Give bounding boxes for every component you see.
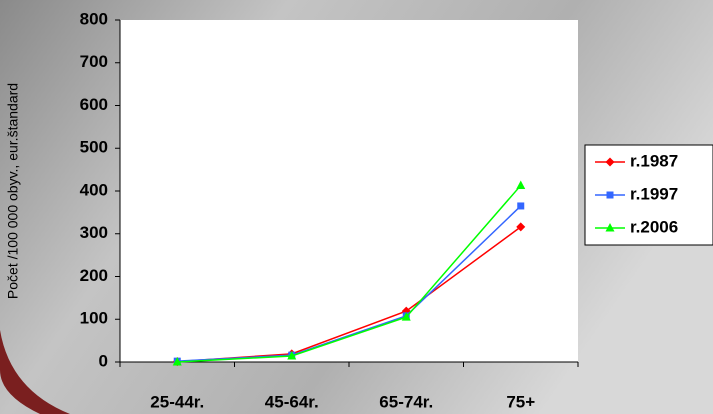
y-tick-label: 600 <box>80 95 108 114</box>
marker <box>516 180 526 189</box>
marker <box>605 157 615 167</box>
plot-area <box>120 20 578 362</box>
x-tick-label: 45-64r. <box>265 392 319 411</box>
series-line <box>177 205 522 362</box>
marker <box>517 202 525 210</box>
marker <box>516 222 526 232</box>
y-tick-label: 200 <box>80 266 108 285</box>
y-tick-label: 100 <box>80 309 108 328</box>
y-tick-label: 400 <box>80 180 108 199</box>
y-axis-label: Počet /100 000 obyv., eur.štandard <box>5 83 21 299</box>
marker <box>401 312 411 321</box>
decoration <box>0 330 70 414</box>
marker <box>172 357 182 366</box>
series-line <box>177 184 522 363</box>
legend-label: r.1987 <box>630 151 678 170</box>
y-tick-label: 700 <box>80 52 108 71</box>
y-tick-label: 500 <box>80 138 108 157</box>
y-tick-label: 0 <box>99 351 108 370</box>
x-tick-label: 25-44r. <box>150 392 204 411</box>
marker <box>605 223 615 232</box>
marker <box>606 191 614 199</box>
x-tick-label: 65-74r. <box>379 392 433 411</box>
y-tick-label: 300 <box>80 223 108 242</box>
marker <box>287 351 297 360</box>
y-tick-label: 800 <box>80 9 108 28</box>
legend-label: r.1997 <box>630 184 678 203</box>
legend-label: r.2006 <box>630 217 678 236</box>
x-tick-label: 75+ <box>506 392 535 411</box>
